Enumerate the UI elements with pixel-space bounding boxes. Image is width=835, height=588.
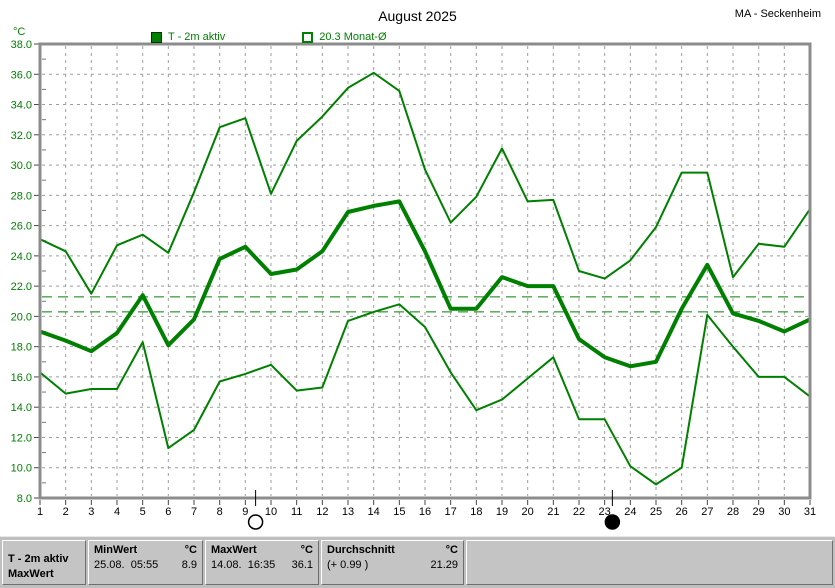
station-name: MA - Seckenheim xyxy=(734,8,821,20)
max-datetime: 14.08. 16:35 xyxy=(211,559,276,571)
x-tick-label: 31 xyxy=(804,506,816,518)
sensor-name: T - 2m aktiv xyxy=(8,553,69,565)
maxvalue-cell: MaxWert °C 14.08. 16:35 36.1 xyxy=(205,540,319,585)
x-tick-label: 14 xyxy=(368,506,380,518)
x-tick-label: 2 xyxy=(63,506,69,518)
avg-delta: (+ 0.99 ) xyxy=(327,559,369,571)
x-tick-label: 22 xyxy=(573,506,585,518)
legend-monthly-average-label: 20.3 Monat-Ø xyxy=(319,31,387,43)
x-tick-label: 12 xyxy=(316,506,328,518)
x-tick-label: 15 xyxy=(393,506,405,518)
x-tick-label: 11 xyxy=(291,506,302,518)
y-tick-label: 18.0 xyxy=(11,342,32,354)
x-tick-label: 18 xyxy=(470,506,482,518)
x-tick-label: 9 xyxy=(242,506,248,518)
temperature-chart-canvas: 8.0 10.0 12.0 14.0 16.0 18.0 20.0 22.0 24.0 26.0 2… xyxy=(11,39,816,530)
min-datetime: 25.08. 05:55 xyxy=(94,559,159,571)
x-tick-label: 24 xyxy=(624,506,636,518)
x-tick-label: 13 xyxy=(342,506,354,518)
sensor-mode: MaxWert xyxy=(8,568,54,580)
x-tick-label: 8 xyxy=(217,506,223,518)
min-unit: °C xyxy=(184,544,197,556)
full-moon-icon xyxy=(247,514,264,530)
max-title: MaxWert xyxy=(211,544,257,556)
sensor-cell: T - 2m aktiv MaxWert xyxy=(2,540,86,585)
new-moon-icon xyxy=(604,514,621,530)
min-title: MinWert xyxy=(94,544,138,556)
x-tick-label: 26 xyxy=(676,506,688,518)
x-tick-label: 3 xyxy=(88,506,94,518)
x-tick-label: 20 xyxy=(522,506,534,518)
y-tick-label: 34.0 xyxy=(11,100,32,112)
x-tick-label: 6 xyxy=(165,506,171,518)
minvalue-cell: MinWert °C 25.08. 05:55 8.9 xyxy=(88,540,203,585)
active-series-swatch-icon[interactable] xyxy=(151,31,162,43)
x-tick-label: 28 xyxy=(727,506,739,518)
x-tick-label: 16 xyxy=(419,506,431,518)
legend-active-series-label: T - 2m aktiv xyxy=(168,31,226,43)
avg-title: Durchschnitt xyxy=(327,544,395,556)
monthly-average-swatch-icon[interactable] xyxy=(302,31,314,43)
y-tick-label: 22.0 xyxy=(11,281,32,293)
average-cell: Durchschnitt °C (+ 0.99 ) 21.29 xyxy=(321,540,464,585)
x-tick-label: 19 xyxy=(496,506,508,518)
x-tick-label: 1 xyxy=(37,506,43,518)
x-tick-label: 21 xyxy=(547,506,559,518)
y-tick-label: 16.0 xyxy=(11,372,32,384)
y-tick-label: 24.0 xyxy=(11,251,32,263)
footer-empty-panel xyxy=(466,540,833,585)
y-tick-label: 28.0 xyxy=(11,190,32,202)
y-tick-label: 36.0 xyxy=(11,69,32,81)
y-tick-label: 26.0 xyxy=(11,221,32,233)
min-value: 8.9 xyxy=(181,559,197,571)
x-tick-label: 4 xyxy=(114,506,120,518)
x-tick-label: 25 xyxy=(650,506,662,518)
daily-min-line xyxy=(39,303,811,486)
y-tick-label: 14.0 xyxy=(11,402,32,414)
y-tick-label: 20.0 xyxy=(11,311,32,323)
avg-unit: °C xyxy=(445,544,458,556)
x-tick-label: 29 xyxy=(753,506,765,518)
y-tick-label: 38.0 xyxy=(11,39,32,51)
x-tick-label: 5 xyxy=(140,506,146,518)
daily-mean-line xyxy=(39,199,811,369)
avg-value: 21.29 xyxy=(430,559,458,571)
x-tick-label: 7 xyxy=(191,506,197,518)
plot-border xyxy=(38,42,812,500)
y-axis-unit-label: °C xyxy=(13,26,26,38)
x-tick-label: 27 xyxy=(701,506,713,518)
x-tick-label: 23 xyxy=(599,506,611,518)
max-unit: °C xyxy=(300,544,313,556)
y-tick-label: 10.0 xyxy=(11,463,32,475)
y-tick-label: 30.0 xyxy=(11,160,32,172)
x-tick-label: 17 xyxy=(445,506,457,518)
x-tick-label: 10 xyxy=(265,506,277,518)
statistics-bar: T - 2m aktiv MaxWert MinWert °C 25.08. 05… xyxy=(0,536,835,588)
chart-title: August 2025 xyxy=(378,8,457,24)
max-value: 36.1 xyxy=(291,559,313,571)
daily-max-line xyxy=(39,71,811,295)
y-tick-label: 32.0 xyxy=(11,130,32,142)
legend: T - 2m aktiv 20.3 Monat-Ø xyxy=(151,30,387,44)
x-tick-label: 30 xyxy=(778,506,790,518)
y-tick-label: 12.0 xyxy=(11,432,32,444)
y-tick-label: 8.0 xyxy=(17,493,32,505)
